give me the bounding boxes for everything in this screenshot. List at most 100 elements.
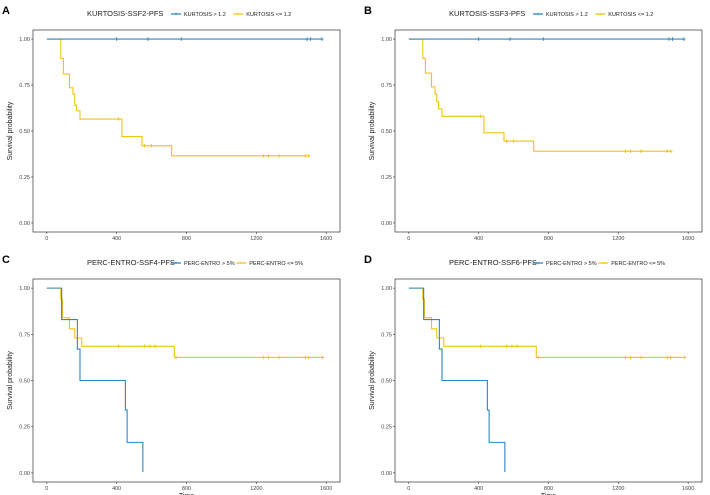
x-tick-label: 1200 (250, 236, 262, 242)
legend-swatch-plus: + (237, 12, 241, 18)
y-tick-label: 0.50 (19, 379, 30, 385)
x-tick-label: 0 (407, 486, 410, 492)
censor-mark (508, 37, 512, 41)
y-tick-label: 0.25 (19, 175, 30, 181)
censor-mark (623, 355, 628, 360)
censor-mark (536, 355, 540, 360)
x-tick-label: 400 (112, 236, 121, 242)
x-tick-label: 400 (474, 486, 483, 492)
y-axis-label: Survival probability (7, 351, 14, 410)
censor-mark (478, 344, 483, 349)
y-tick-label: 0.75 (19, 83, 30, 89)
chart-panel-c: C PERC-ENTRO-SSF4-PFS + PERC-ENTRO > 5% + PER… (2, 254, 341, 495)
censor-mark (670, 37, 675, 41)
censor-mark (261, 154, 266, 158)
censor-mark (142, 143, 147, 148)
censor-mark (665, 149, 670, 154)
legend-swatch-plus: + (174, 12, 178, 18)
y-tick-label: 0.75 (381, 332, 392, 338)
chart-panel-a: A KURTOSIS-SSF2-PFS + KURTOSIS > 1.2 + KURTOS… (2, 5, 341, 242)
chart-title: KURTOSIS-SSF3-PFS (449, 9, 525, 18)
y-tick-label: 1.00 (381, 286, 392, 292)
censor-mark (153, 344, 157, 349)
y-tick-label: 0.00 (381, 221, 392, 227)
censor-mark (504, 344, 509, 349)
censor-mark (116, 344, 121, 349)
survival-curve-group1 (408, 287, 506, 472)
y-tick-label: 1.00 (381, 37, 392, 43)
x-tick-label: 1600 (320, 236, 332, 242)
censor-mark (639, 149, 643, 154)
legend-label: PERC-ENTRO <= 5% (611, 261, 665, 267)
censor-mark (303, 355, 308, 360)
y-tick-label: 0.75 (19, 332, 30, 338)
censor-mark (320, 37, 324, 41)
y-tick-label: 0.50 (381, 379, 392, 385)
y-tick-label: 1.00 (19, 37, 30, 43)
legend-swatch-plus: + (536, 261, 540, 267)
y-tick-label: 0.25 (381, 175, 392, 181)
censor-mark (667, 37, 671, 41)
panel-letter: A (2, 5, 10, 17)
censor-mark (665, 355, 670, 360)
y-axis-label: Survival probability (369, 351, 376, 410)
plot-frame (32, 278, 341, 483)
legend-label: KURTOSIS > 1.2 (546, 12, 588, 18)
y-tick-label: 0.00 (19, 221, 30, 227)
censor-mark (277, 355, 281, 360)
legend-label: KURTOSIS > 1.2 (184, 12, 226, 18)
x-axis-label: Time (541, 493, 556, 495)
chart-title: PERC-ENTRO-SSF4-PFS (87, 258, 175, 267)
y-tick-label: 0.25 (381, 425, 392, 431)
censor-mark (277, 154, 281, 158)
censor-mark (623, 149, 628, 154)
x-tick-label: 1200 (250, 486, 262, 492)
panel-letter: B (364, 5, 372, 17)
survival-curve-group2 (46, 287, 323, 358)
legend-swatch-plus: + (239, 261, 243, 267)
censor-mark (174, 355, 178, 360)
legend-label: PERC-ENTRO > 5% (546, 261, 597, 267)
x-tick-label: 1600 (682, 486, 694, 492)
censor-mark (628, 149, 633, 154)
x-tick-label: 800 (182, 486, 191, 492)
censor-mark (305, 37, 309, 41)
x-tick-label: 1200 (612, 486, 624, 492)
plot-frame (32, 29, 341, 233)
x-tick-label: 800 (544, 486, 553, 492)
censor-mark (504, 139, 509, 143)
censor-mark (179, 37, 184, 41)
x-tick-label: 1200 (612, 236, 624, 242)
x-tick-label: 800 (544, 236, 553, 242)
censor-mark (511, 139, 516, 143)
censor-mark (114, 37, 119, 41)
censor-mark (266, 355, 271, 360)
censor-mark (261, 355, 266, 360)
y-tick-label: 0.75 (381, 83, 392, 89)
panel-letter: D (364, 254, 372, 266)
plot-frame (394, 278, 703, 483)
censor-mark (668, 355, 673, 360)
censor-mark (303, 154, 308, 158)
censor-mark (510, 344, 514, 349)
censor-mark (476, 37, 481, 41)
censor-mark (668, 149, 673, 154)
x-tick-label: 0 (45, 236, 48, 242)
y-tick-label: 0.50 (381, 129, 392, 135)
y-tick-label: 0.00 (381, 471, 392, 477)
censor-mark (308, 37, 313, 41)
y-tick-label: 0.50 (19, 129, 30, 135)
censor-mark (266, 154, 271, 158)
legend-swatch-plus: + (601, 261, 605, 267)
y-tick-label: 0.00 (19, 471, 30, 477)
y-tick-label: 1.00 (19, 286, 30, 292)
x-tick-label: 800 (182, 236, 191, 242)
censor-mark (148, 344, 152, 349)
x-tick-label: 0 (45, 486, 48, 492)
legend-label: PERC-ENTRO <= 5% (249, 261, 303, 267)
y-tick-label: 0.25 (19, 425, 30, 431)
legend-swatch-plus: + (174, 261, 178, 267)
x-tick-label: 0 (407, 236, 410, 242)
chart-panel-b: B KURTOSIS-SSF3-PFS + KURTOSIS > 1.2 + KURTOS… (364, 5, 703, 242)
